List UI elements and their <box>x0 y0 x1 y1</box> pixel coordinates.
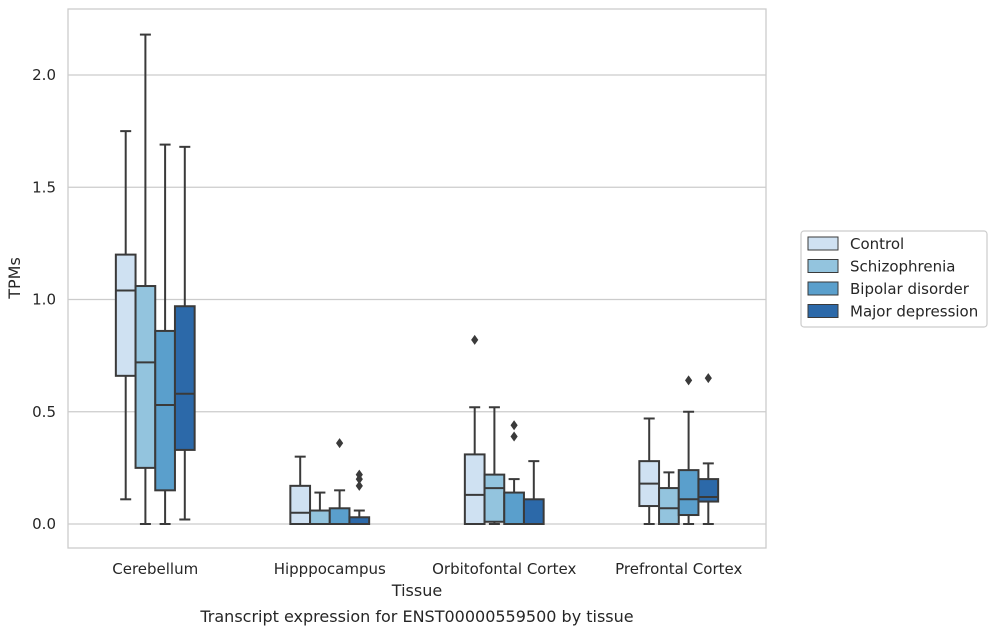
legend-label: Major depression <box>850 303 978 321</box>
y-tick-label: 0.0 <box>32 515 56 533</box>
y-tick-label: 1.5 <box>32 178 56 196</box>
legend-swatch <box>807 236 839 251</box>
box-body <box>658 487 680 525</box>
box-body <box>134 285 157 469</box>
box-body <box>154 329 176 492</box>
box-body <box>677 469 700 517</box>
outlier-point <box>471 334 479 345</box>
box <box>114 130 137 501</box>
box <box>658 471 680 525</box>
box <box>697 373 720 525</box>
outlier-point <box>355 480 363 491</box>
outlier-point <box>510 420 518 431</box>
box <box>677 375 700 525</box>
box-plot-boxes <box>114 33 720 526</box>
outlier-point <box>510 431 518 442</box>
y-tick-label: 1.0 <box>32 291 56 309</box>
box <box>134 33 157 525</box>
box <box>289 455 312 525</box>
legend-label: Bipolar disorder <box>850 280 970 298</box>
y-tick-label: 2.0 <box>32 66 56 84</box>
y-tick-labels: 0.0 0.5 1.0 1.5 2.0 <box>32 66 56 533</box>
x-tick-labels: Cerebellum Hipppocampus Orbitofontal Corte… <box>112 560 742 578</box>
outlier-point <box>704 373 712 384</box>
legend-swatch <box>807 259 839 273</box>
box <box>522 460 545 525</box>
box-body <box>503 491 525 526</box>
box-body <box>289 484 312 525</box>
y-tick-label: 0.5 <box>32 403 56 421</box>
x-tick-label: Cerebellum <box>112 560 198 578</box>
legend: Control Schizophrenia Bipolar disorder Majo… <box>800 230 988 328</box>
box <box>483 406 506 525</box>
box-body <box>114 253 137 377</box>
x-tick-label: Prefrontal Cortex <box>615 560 742 578</box>
box-body <box>483 473 506 523</box>
box <box>463 334 486 525</box>
box-body <box>309 509 331 525</box>
box <box>173 145 196 521</box>
box-body <box>348 516 371 526</box>
box <box>503 420 525 526</box>
legend-label: Schizophrenia <box>850 258 955 276</box>
outlier-point <box>355 469 363 480</box>
box <box>154 143 176 525</box>
box-body <box>522 498 545 525</box>
outlier-point <box>336 438 344 449</box>
box <box>328 438 351 526</box>
box <box>638 417 661 525</box>
legend-swatch <box>807 304 839 318</box>
box-body <box>328 507 351 526</box>
y-axis-label: TPMs <box>5 257 24 300</box>
x-tick-label: Orbitofontal Cortex <box>432 560 576 578</box>
x-tick-label: Hipppocampus <box>274 560 386 578</box>
chart-caption: Transcript expression for ENST0000055950… <box>199 607 633 626</box>
outlier-point <box>685 375 693 386</box>
box-body <box>173 305 196 451</box>
legend-swatch <box>807 281 839 296</box>
legend-label: Control <box>850 235 904 253</box>
box-body <box>697 478 720 503</box>
box-body <box>463 453 486 525</box>
plot-frame <box>67 8 767 549</box>
box <box>309 491 331 525</box>
legend-frame <box>800 230 988 328</box>
box <box>348 469 371 526</box>
x-axis-label: Tissue <box>391 581 442 600</box>
